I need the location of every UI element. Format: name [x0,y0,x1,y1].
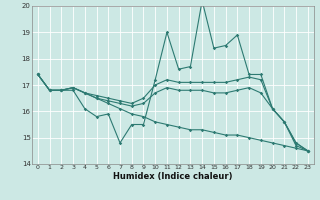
X-axis label: Humidex (Indice chaleur): Humidex (Indice chaleur) [113,172,233,181]
